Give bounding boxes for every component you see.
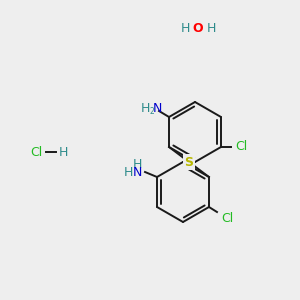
Text: H: H: [180, 22, 190, 34]
Text: H: H: [140, 101, 150, 115]
Text: Cl: Cl: [235, 140, 247, 154]
Text: H: H: [123, 167, 133, 179]
Text: O: O: [193, 22, 203, 34]
Text: N: N: [152, 101, 162, 115]
Text: H: H: [58, 146, 68, 158]
Text: H: H: [132, 158, 142, 170]
Text: S: S: [184, 155, 194, 169]
Text: Cl: Cl: [221, 212, 233, 226]
Text: Cl: Cl: [30, 146, 42, 158]
Text: N: N: [132, 167, 142, 179]
Text: 2: 2: [150, 107, 154, 116]
Text: H: H: [206, 22, 216, 34]
